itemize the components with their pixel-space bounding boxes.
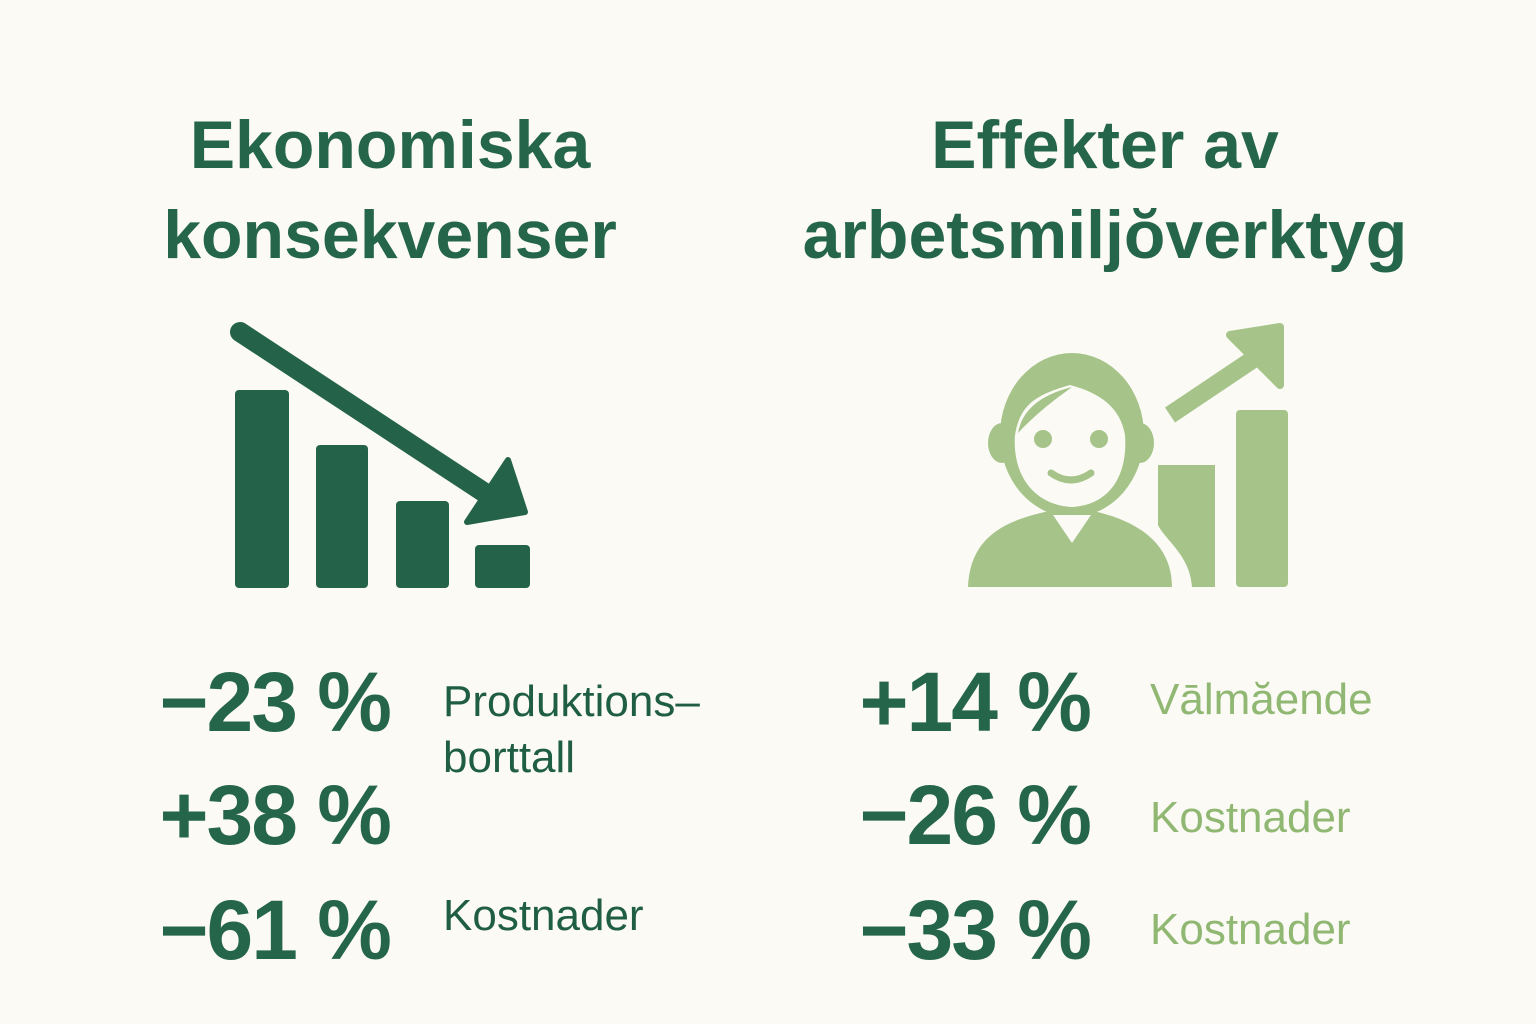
right-stat-value-2: −26 %	[859, 768, 1092, 862]
right-stat-label-costs-1: Kostnader	[1150, 793, 1351, 842]
declining-bar-chart-icon	[220, 310, 550, 590]
right-title-line-1: Effekter av	[931, 107, 1279, 183]
left-stat-label-production-loss-line-2: borttall	[443, 733, 576, 782]
left-stat-value-3: −61 %	[159, 883, 392, 977]
right-title-line-2: arbetsmiljŏverktyg	[802, 197, 1408, 273]
right-panel-title: Effekter av arbetsmiljŏverktyg	[760, 100, 1450, 280]
right-stat-value-3: −33 %	[859, 883, 1092, 977]
left-title-line-1: Ekonomiska	[189, 107, 591, 183]
left-stat-label-production-loss-line-1: Produktions–	[443, 677, 700, 726]
left-stat-value-1: −23 %	[159, 655, 392, 749]
person-growth-chart-icon	[960, 315, 1300, 590]
left-stat-value-2: +38 %	[159, 768, 392, 862]
right-stat-label-wellbeing: Vālmăende	[1150, 675, 1373, 724]
right-stat-value-1: +14 %	[859, 655, 1092, 749]
right-stat-label-costs-2: Kostnader	[1150, 905, 1351, 954]
left-stat-label-costs: Kostnader	[443, 891, 644, 940]
left-panel-title: Ekonomiska konsekvenser	[100, 100, 680, 280]
left-title-line-2: konsekvenser	[163, 197, 617, 273]
